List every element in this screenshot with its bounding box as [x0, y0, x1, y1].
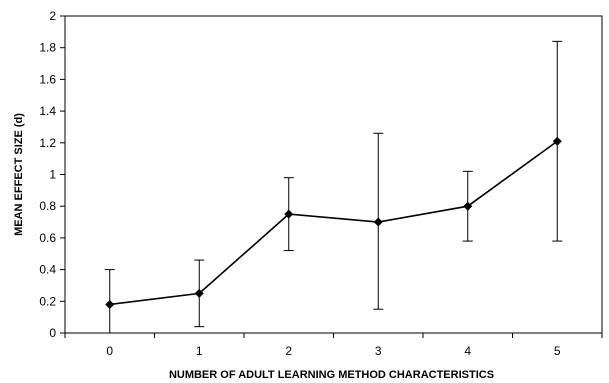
x-axis-ticks: 0 1 2 3 4 5 [64, 333, 603, 358]
y-tick-label: 0 [49, 326, 56, 340]
y-tick-label: 1.8 [39, 41, 56, 55]
series-line [109, 140, 558, 306]
y-tick-label: 0.8 [39, 199, 56, 213]
y-tick-label: 0.6 [39, 231, 56, 245]
y-tick-label: 0.2 [39, 294, 56, 308]
plot-area-frame [64, 15, 603, 334]
y-tick-label: 1.6 [39, 72, 56, 86]
x-tick-label: 5 [554, 344, 561, 358]
data-point-marker [194, 288, 204, 298]
data-point-marker [373, 217, 383, 227]
y-tick-label: 2 [49, 9, 56, 23]
y-tick-label: 1.4 [39, 104, 56, 118]
data-markers [105, 136, 562, 309]
y-tick-label: 1.2 [39, 136, 56, 150]
x-tick-label: 0 [106, 344, 113, 358]
x-axis-title: NUMBER OF ADULT LEARNING METHOD CHARACTE… [169, 369, 494, 381]
y-axis-title: MEAN EFFECT SIZE (d) [13, 113, 25, 236]
x-tick-label: 3 [375, 344, 382, 358]
y-axis-ticks: 0 0.2 0.4 0.6 0.8 1 1.2 1.4 1.6 1.8 2 [39, 9, 65, 340]
data-point-marker [552, 136, 562, 146]
data-point-marker [463, 201, 473, 211]
y-tick-label: 1 [49, 168, 56, 182]
x-tick-label: 4 [464, 344, 471, 358]
data-point-marker [105, 299, 115, 309]
data-point-marker [284, 209, 294, 219]
x-tick-label: 2 [285, 344, 292, 358]
x-tick-label: 1 [196, 344, 203, 358]
y-tick-label: 0.4 [39, 263, 56, 277]
